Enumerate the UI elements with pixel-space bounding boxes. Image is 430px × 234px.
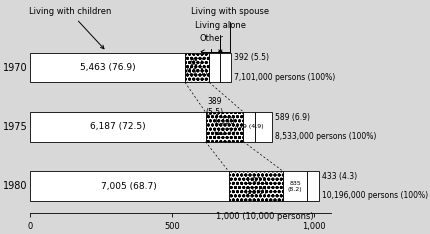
Text: 10,196,000 persons (100%): 10,196,000 persons (100%)	[322, 191, 428, 201]
Bar	[220, 53, 231, 82]
Text: 392 (5.5): 392 (5.5)	[234, 53, 269, 62]
Text: 5,463 (76.9): 5,463 (76.9)	[80, 63, 135, 72]
Bar	[255, 112, 272, 142]
Text: 1975: 1975	[3, 122, 28, 132]
Bar	[307, 171, 319, 201]
Text: 1,339
(15.7): 1,339 (15.7)	[213, 117, 236, 137]
Text: 8,533,000 persons (100%): 8,533,000 persons (100%)	[275, 132, 376, 141]
Text: 6,187 (72.5): 6,187 (72.5)	[90, 122, 146, 131]
Bar	[30, 53, 185, 82]
Text: Other: Other	[199, 34, 223, 53]
Text: 419 (4.9): 419 (4.9)	[235, 124, 264, 129]
Text: 1,000 (10,000 persons): 1,000 (10,000 persons)	[216, 212, 313, 221]
Text: 433 (4.3): 433 (4.3)	[322, 172, 357, 181]
Bar	[206, 112, 243, 142]
Bar	[283, 171, 307, 201]
Text: 7,101,000 persons (100%): 7,101,000 persons (100%)	[234, 73, 335, 82]
Text: 589 (6.9): 589 (6.9)	[275, 113, 310, 122]
Text: Living with children: Living with children	[28, 7, 111, 49]
Bar	[209, 53, 220, 82]
Bar	[185, 53, 209, 82]
Text: 835
(8.2): 835 (8.2)	[288, 181, 302, 192]
Text: 1,923
(18.9): 1,923 (18.9)	[245, 176, 267, 196]
Text: 857
(12.1): 857 (12.1)	[186, 58, 209, 77]
Text: Living with spouse: Living with spouse	[190, 7, 269, 53]
Bar	[243, 112, 255, 142]
Bar	[229, 171, 283, 201]
Text: 389
(5.5): 389 (5.5)	[206, 98, 224, 117]
Bar	[30, 112, 206, 142]
Bar	[30, 171, 229, 201]
Text: 1980: 1980	[3, 181, 28, 191]
Text: Living alone: Living alone	[195, 21, 246, 53]
Text: 7,005 (68.7): 7,005 (68.7)	[101, 182, 157, 191]
Text: 1970: 1970	[3, 62, 28, 73]
